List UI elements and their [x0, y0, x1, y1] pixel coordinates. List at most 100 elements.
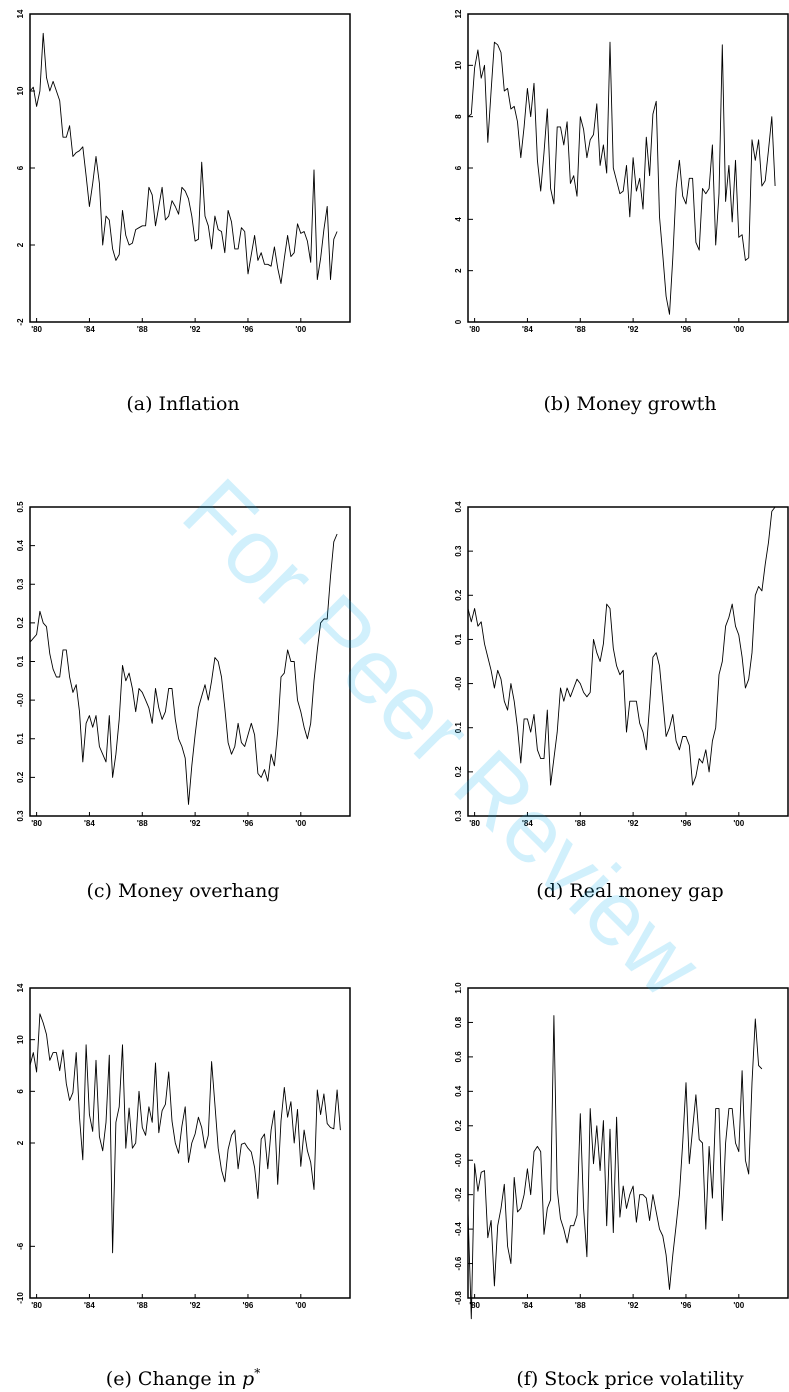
x-tick-label: '96: [243, 1301, 254, 1310]
x-tick-label: '96: [243, 325, 254, 334]
y-tick-label: -0.2: [454, 1187, 463, 1201]
y-tick-label: 0.2: [454, 589, 463, 601]
panel-caption: (d) Real money gap: [536, 880, 723, 902]
panel-caption: (e) Change in p*: [106, 1366, 260, 1390]
caption-text: (e) Change in: [106, 1368, 236, 1390]
y-tick-label: 0.4: [454, 1085, 463, 1097]
y-tick-label: 0.3: [16, 578, 25, 590]
y-tick-label: 0.2: [16, 771, 25, 783]
panel-e: -10 -6 2 6 10 14 '80 '84 '88 '92 '96 '00 (e) Change …: [16, 983, 351, 1390]
x-tick-label: '00: [733, 1301, 744, 1310]
y-tick-label: 6: [454, 165, 463, 170]
y-tick-label: 0.3: [454, 545, 463, 557]
y-tick-label: 0.1: [454, 722, 463, 734]
x-tick-label: '84: [522, 819, 533, 828]
y-tick-label: 1.0: [454, 982, 463, 994]
y-tick-label: 0.8: [454, 1016, 463, 1028]
panel-c: 0.3 0.2 0.1 -0.0 0.1 0.2 0.3 0.4 0.5 '80 '84 '88 '92…: [16, 501, 351, 902]
y-tick-label: -6: [16, 1242, 25, 1250]
caption-text: (a) Inflation: [126, 393, 239, 415]
plot-frame: [29, 987, 351, 1299]
plot-frame: [467, 987, 789, 1299]
series-line-b: [467, 41, 776, 315]
x-tick-label: '92: [190, 1301, 201, 1310]
x-tick-label: '84: [84, 1301, 95, 1310]
series-line-c: [29, 533, 338, 805]
caption-text: (b) Money growth: [544, 393, 717, 415]
x-tick-label: '00: [733, 325, 744, 334]
x-tick-label: '84: [522, 325, 533, 334]
panel-a: -2 2 6 10 14 '80 '84 '88 '92 '96 '00 (a) Inflation: [16, 9, 351, 415]
plot-frame: [467, 13, 789, 323]
panel-caption: (b) Money growth: [544, 393, 717, 415]
x-tick-label: '88: [137, 819, 148, 828]
y-tick-label: 10: [16, 1035, 25, 1044]
y-tick-label: 0.3: [454, 810, 463, 822]
y-tick-label: 0.6: [454, 1051, 463, 1063]
x-tick-label: '80: [31, 819, 42, 828]
caption-text: (c) Money overhang: [86, 880, 279, 902]
y-tick-label: -0.0: [454, 676, 463, 690]
x-tick-label: '00: [295, 1301, 306, 1310]
plot-frame: [29, 13, 351, 323]
series-line-f: [467, 1015, 763, 1320]
caption-superscript: *: [254, 1366, 260, 1380]
y-tick-label: -0.0: [16, 693, 25, 707]
y-tick-label: -0.4: [454, 1222, 463, 1236]
y-tick-label: 6: [16, 165, 25, 170]
panel-caption: (c) Money overhang: [86, 880, 279, 902]
y-tick-label: 0.4: [16, 540, 25, 552]
y-tick-label: 10: [454, 60, 463, 69]
x-tick-label: '88: [137, 325, 148, 334]
x-tick-label: '92: [628, 325, 639, 334]
y-tick-label: 0.4: [454, 501, 463, 513]
x-tick-label: '84: [84, 325, 95, 334]
y-tick-label: 0.2: [16, 617, 25, 629]
y-tick-label: 4: [454, 217, 463, 222]
y-tick-label: 0.3: [16, 810, 25, 822]
x-tick-label: '80: [469, 325, 480, 334]
caption-text: (d) Real money gap: [536, 880, 723, 902]
x-tick-label: '84: [84, 819, 95, 828]
x-tick-label: '80: [31, 1301, 42, 1310]
x-tick-label: '00: [733, 819, 744, 828]
y-tick-label: 6: [16, 1089, 25, 1094]
y-tick-label: 0.1: [16, 655, 25, 667]
series-line-e: [29, 1013, 341, 1254]
x-tick-label: '96: [243, 819, 254, 828]
y-tick-label: 2: [16, 1140, 25, 1145]
y-tick-label: 0: [454, 319, 463, 324]
y-tick-label: -0.0: [454, 1153, 463, 1167]
x-tick-label: '96: [681, 325, 692, 334]
panel-b: 0 2 4 6 8 10 12 '80 '84 '88 '92 '96 '00 (b) Money gro…: [454, 9, 789, 415]
y-tick-label: 0.1: [454, 633, 463, 645]
caption-symbol: p: [242, 1368, 254, 1390]
plot-frame: [467, 506, 789, 817]
caption-text: (f) Stock price volatility: [516, 1368, 744, 1390]
y-tick-label: 8: [454, 114, 463, 119]
panel-d: 0.3 0.2 0.1 -0.0 0.1 0.2 0.3 0.4 '80 '84 '88 '92 '96…: [454, 501, 789, 902]
y-tick-label: 10: [16, 86, 25, 95]
x-tick-label: '92: [190, 819, 201, 828]
y-tick-label: -0.8: [454, 1291, 463, 1305]
x-tick-label: '88: [575, 1301, 586, 1310]
x-tick-label: '96: [681, 1301, 692, 1310]
y-tick-label: 14: [16, 9, 25, 18]
x-tick-label: '84: [522, 1301, 533, 1310]
y-tick-label: 14: [16, 983, 25, 992]
x-tick-label: '92: [628, 1301, 639, 1310]
panel-caption: (a) Inflation: [126, 393, 239, 415]
panel-f: -0.8 -0.6 -0.4 -0.2 -0.0 0.2 0.4 0.6 0.8 1.0 '80 '8…: [454, 982, 789, 1390]
y-tick-label: 0.2: [454, 1120, 463, 1132]
y-tick-label: -10: [16, 1292, 25, 1304]
y-tick-label: -0.6: [454, 1256, 463, 1270]
series-line-d: [467, 506, 776, 786]
x-tick-label: '88: [575, 819, 586, 828]
y-tick-label: 2: [16, 242, 25, 247]
y-tick-label: -2: [16, 318, 25, 326]
x-tick-label: '80: [31, 325, 42, 334]
panel-caption: (f) Stock price volatility: [516, 1368, 744, 1390]
y-tick-label: 0.2: [454, 766, 463, 778]
x-tick-label: '96: [681, 819, 692, 828]
